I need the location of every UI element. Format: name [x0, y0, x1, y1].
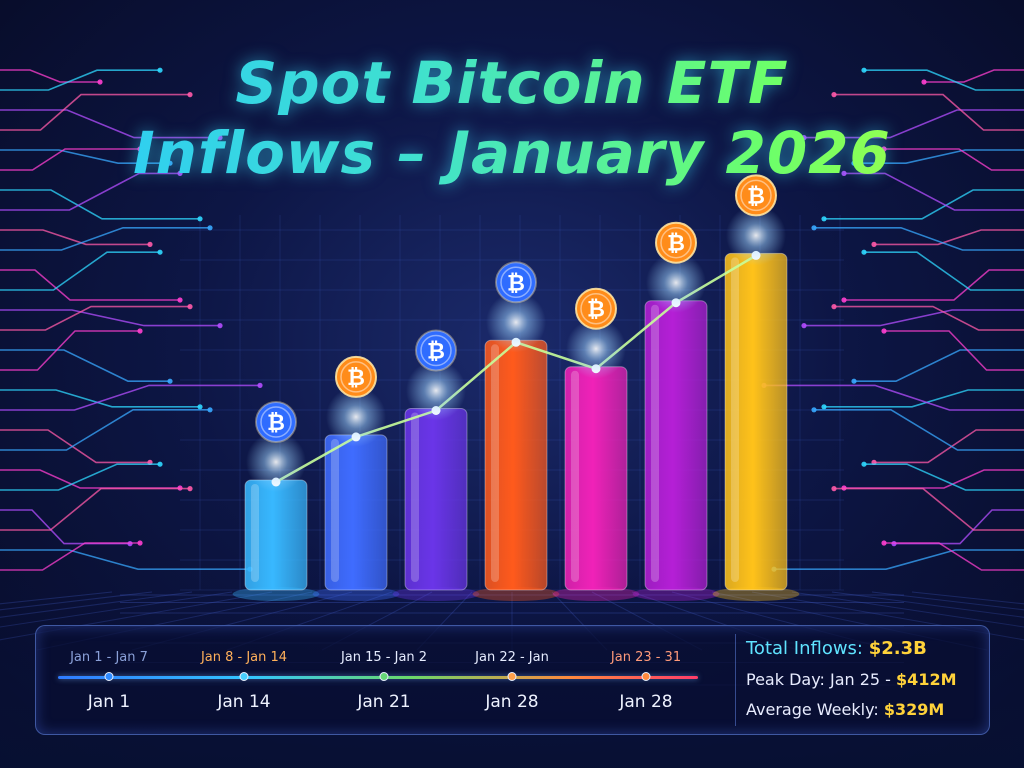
average-weekly-label: Average Weekly: [746, 700, 879, 719]
average-weekly-value: $329M [883, 700, 945, 719]
bar-highlight-2 [331, 438, 339, 582]
bar-reflection-2 [312, 587, 400, 601]
bitcoin-coin-icon: ₿ [735, 174, 777, 217]
bitcoin-coin-icon: ₿ [255, 401, 297, 443]
timeline-range-label: Jan 15 - Jan 2 [340, 650, 428, 665]
bar-glow-1 [246, 432, 306, 492]
panel-divider [735, 634, 736, 726]
timeline-marker [104, 672, 114, 681]
bar-reflection-3 [392, 587, 480, 601]
timeline-marker [641, 672, 651, 681]
summary-panel: Jan 1 - Jan 7 Jan 8 - Jan 14 Jan 15 - Jan … [35, 625, 990, 735]
peak-day-value: $412M [896, 670, 957, 689]
bar-reflection-4 [472, 587, 560, 601]
timeline-tick-label: Jan 28 [485, 692, 539, 712]
svg-text:₿: ₿ [427, 340, 445, 365]
timeline-range-label: Jan 1 - Jan 7 [70, 650, 148, 665]
bar-highlight-6 [651, 304, 659, 582]
bitcoin-coin-icon: ₿ [415, 329, 457, 372]
bar-glow-5 [566, 318, 626, 379]
bar-glow-2 [326, 386, 386, 447]
timeline-range-label: Jan 22 - Jan [475, 650, 549, 665]
timeline-marker [379, 672, 389, 681]
svg-text:₿: ₿ [667, 232, 685, 257]
bitcoin-coin-icon: ₿ [655, 221, 697, 264]
bar-reflection-6 [632, 587, 720, 601]
average-weekly-stat: Average Weekly: $329M [746, 700, 944, 719]
bar-highlight-1 [251, 484, 259, 582]
svg-text:₿: ₿ [267, 411, 285, 436]
peak-day-label: Peak Day: Jan 25 - [746, 670, 891, 689]
bar-highlight-5 [571, 370, 579, 582]
bitcoin-coin-icon: ₿ [495, 261, 537, 304]
timeline-tick-label: Jan 28 [619, 692, 673, 712]
bar-highlight-7 [731, 257, 739, 582]
svg-text:₿: ₿ [507, 271, 525, 296]
peak-day-stat: Peak Day: Jan 25 - $412M [746, 670, 957, 689]
bar-reflection-7 [712, 587, 800, 601]
timeline-tick-label: Jan 14 [217, 692, 271, 712]
bitcoin-coin-icon: ₿ [335, 355, 377, 398]
bar-highlight-4 [491, 344, 499, 582]
bar-reflection-1 [232, 587, 320, 601]
bar-glow-3 [406, 360, 466, 421]
total-inflows-value: $2.3B [868, 638, 927, 659]
timeline-range-label: Jan 8 - Jan 14 [200, 650, 288, 665]
timeline-marker [239, 672, 249, 681]
svg-text:₿: ₿ [347, 366, 365, 391]
bar-reflection-5 [552, 587, 640, 601]
timeline-marker [507, 672, 517, 681]
total-inflows-stat: Total Inflows: $2.3B [746, 638, 927, 659]
stats-box: Total Inflows: $2.3B Peak Day: Jan 25 - … [746, 626, 986, 734]
timeline-tick-label: Jan 21 [357, 692, 411, 712]
bar-highlight-3 [411, 412, 419, 582]
total-inflows-label: Total Inflows: [746, 638, 863, 659]
timeline: Jan 1 - Jan 7 Jan 8 - Jan 14 Jan 15 - Jan … [36, 626, 726, 734]
bar-glow-7 [726, 205, 786, 266]
timeline-tick-label: Jan 1 [87, 692, 131, 712]
timeline-range-label: Jan 23 - 31 [610, 650, 682, 665]
bar-glow-4 [486, 292, 546, 353]
svg-text:₿: ₿ [587, 298, 605, 323]
svg-text:₿: ₿ [747, 184, 765, 209]
bar-glow-6 [646, 252, 706, 313]
bitcoin-coin-icon: ₿ [575, 287, 617, 330]
timeline-track [58, 676, 698, 679]
